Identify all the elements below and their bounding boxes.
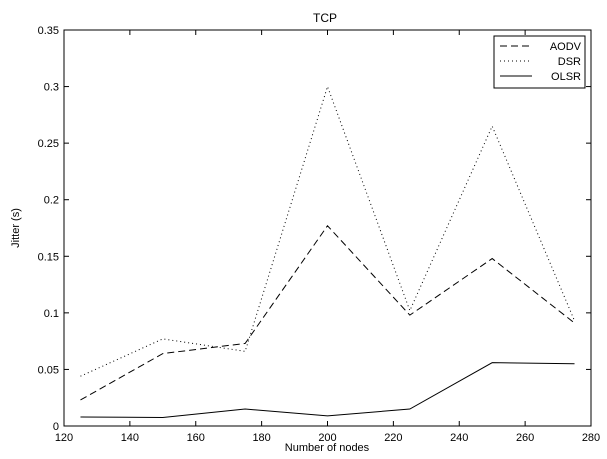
y-tick-label: 0.3 <box>44 82 59 94</box>
x-tick-label: 220 <box>384 432 402 444</box>
x-tick-label: 180 <box>252 432 270 444</box>
x-axis-title: Number of nodes <box>285 442 370 454</box>
y-tick-label: 0.2 <box>44 195 59 207</box>
axis-ticks: 120 140 160 180 200 220 240 260 280 0 0.05 0.1 0.15 0… <box>38 25 601 444</box>
legend: AODV DSR OLSR <box>493 35 586 89</box>
series-lines <box>80 85 575 419</box>
y-tick-label: 0.35 <box>38 25 59 37</box>
y-tick-label: 0.25 <box>38 138 59 150</box>
x-tick-label: 240 <box>450 432 468 444</box>
chart-title: TCP <box>313 11 337 25</box>
y-tick-label: 0.05 <box>38 364 59 376</box>
legend-label-olsr: OLSR <box>551 71 581 83</box>
y-tick-label: 0.15 <box>38 251 59 263</box>
x-tick-label: 260 <box>516 432 534 444</box>
x-tick-label: 140 <box>121 432 139 444</box>
series-line-olsr <box>80 362 575 419</box>
x-tick-label: 280 <box>582 432 600 444</box>
legend-label-aodv: AODV <box>550 41 582 53</box>
legend-label-dsr: DSR <box>558 56 581 68</box>
series-line-aodv <box>80 224 575 401</box>
y-tick-label: 0 <box>53 421 59 433</box>
legend-entries: AODV DSR OLSR <box>500 41 582 83</box>
x-tick-label: 160 <box>187 432 205 444</box>
legend-box <box>493 35 586 89</box>
y-tick-label: 0.1 <box>44 308 59 320</box>
x-tick-label: 120 <box>55 432 73 444</box>
x-tick-label: 200 <box>318 432 336 444</box>
y-axis-title: Jitter (s) <box>10 208 22 248</box>
